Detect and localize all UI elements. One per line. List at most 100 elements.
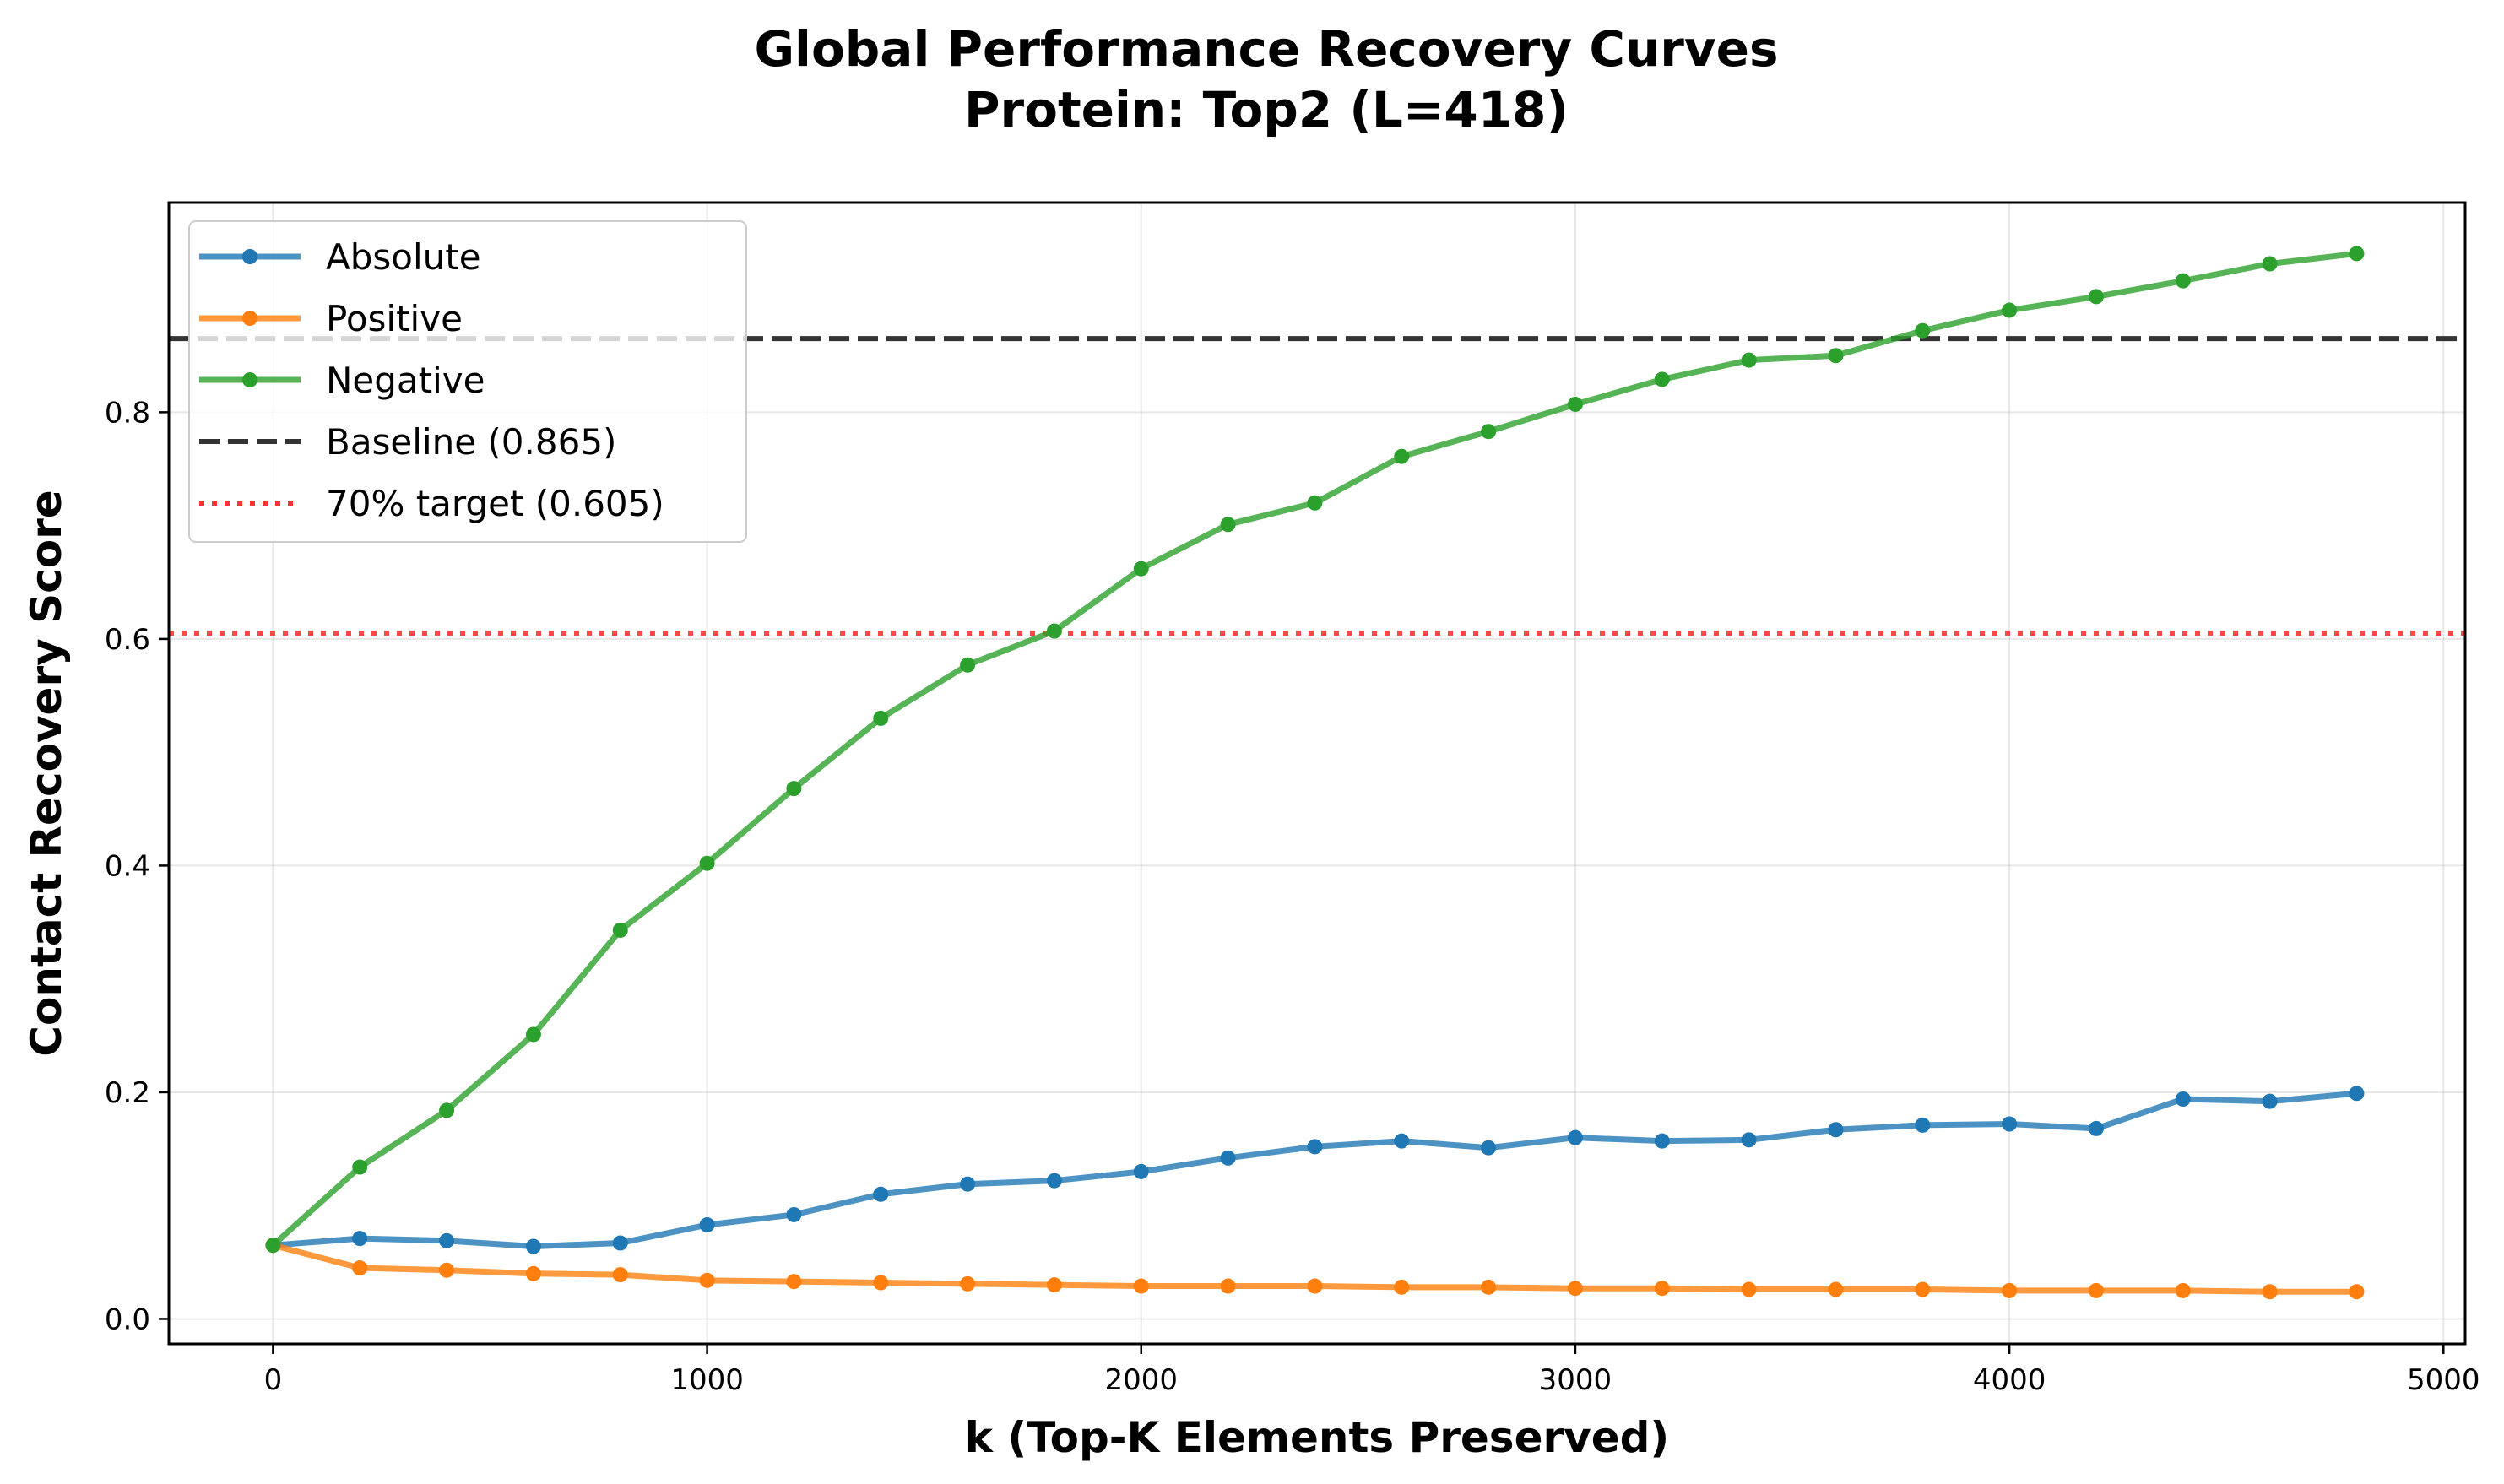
data-point: [2002, 1282, 2018, 1298]
data-point: [439, 1262, 455, 1278]
data-point: [1481, 424, 1497, 440]
data-point: [2175, 1282, 2191, 1298]
data-point: [960, 657, 976, 673]
y-tick-label: 0.4: [105, 849, 150, 883]
data-point: [2349, 1284, 2365, 1300]
legend-marker: [242, 311, 257, 326]
data-point: [873, 710, 889, 726]
legend-label: Absolute: [326, 236, 481, 278]
x-tick-label: 5000: [2407, 1363, 2480, 1397]
x-tick-label: 2000: [1104, 1363, 1178, 1397]
data-point: [525, 1026, 541, 1043]
x-tick-label: 0: [264, 1363, 283, 1397]
data-point: [2002, 1116, 2018, 1132]
data-point: [2349, 246, 2365, 262]
data-point: [699, 1272, 715, 1288]
y-axis-ticks: 0.0 0.2 0.4 0.6 0.8: [105, 396, 169, 1336]
data-point: [2175, 273, 2191, 289]
data-point: [1567, 396, 1583, 412]
data-point: [2262, 256, 2278, 272]
data-point: [1046, 623, 1062, 639]
data-point: [1654, 1133, 1670, 1149]
x-tick-label: 1000: [670, 1363, 744, 1397]
data-point: [1567, 1281, 1583, 1297]
x-tick-label: 4000: [1973, 1363, 2046, 1397]
data-point: [612, 1267, 628, 1283]
data-point: [873, 1186, 889, 1202]
legend-entry: Absolute: [199, 236, 481, 278]
data-point: [960, 1176, 976, 1192]
data-point: [873, 1275, 889, 1291]
data-point: [1133, 561, 1149, 577]
data-point: [1828, 1281, 1844, 1297]
data-point: [1046, 1173, 1062, 1189]
data-point: [1307, 1139, 1323, 1155]
data-point: [786, 1206, 802, 1222]
legend-entry: Baseline (0.865): [199, 421, 616, 463]
data-point: [1481, 1140, 1497, 1156]
data-point: [1220, 517, 1236, 533]
data-point: [2002, 302, 2018, 318]
x-axis-label: k (Top-K Elements Preserved): [965, 1413, 1670, 1462]
legend-marker: [242, 372, 257, 387]
data-point: [1915, 1281, 1931, 1297]
data-point: [1741, 352, 1757, 368]
data-point: [1220, 1278, 1236, 1294]
legend-marker: [242, 249, 257, 264]
legend-box: [188, 220, 747, 543]
data-point: [2262, 1093, 2278, 1109]
data-point: [1741, 1281, 1757, 1297]
data-series: [265, 246, 2365, 1300]
chart-subtitle: Protein: Top2 (L=418): [964, 81, 1569, 138]
data-point: [1567, 1129, 1583, 1145]
data-point: [1828, 1122, 1844, 1138]
legend-entry: Positive: [199, 298, 463, 339]
data-point: [1133, 1278, 1149, 1294]
y-tick-label: 0.6: [105, 623, 150, 657]
data-point: [612, 922, 628, 938]
legend-entry: Negative: [199, 360, 485, 401]
data-point: [699, 855, 715, 871]
data-point: [612, 1235, 628, 1251]
data-point: [352, 1159, 368, 1175]
chart-title: Global Performance Recovery Curves: [754, 20, 1778, 78]
legend-entry: 70% target (0.605): [199, 483, 664, 524]
data-point: [1654, 1281, 1670, 1297]
series-positive: [265, 1238, 2365, 1300]
plot-area-frame: [167, 201, 2467, 1346]
legend: Absolute Positive Negative Baseline (0.865)…: [188, 220, 747, 543]
x-tick-label: 3000: [1539, 1363, 1612, 1397]
data-point: [1307, 1278, 1323, 1294]
data-point: [1394, 1279, 1410, 1295]
data-point: [1828, 348, 1844, 364]
data-point: [2088, 1120, 2104, 1136]
data-point: [1046, 1277, 1062, 1293]
data-point: [265, 1238, 281, 1254]
y-tick-label: 0.8: [105, 396, 150, 430]
legend-label: Baseline (0.865): [326, 421, 616, 463]
data-point: [439, 1232, 455, 1248]
data-point: [1133, 1163, 1149, 1179]
data-point: [2088, 1282, 2104, 1298]
data-point: [1654, 371, 1670, 387]
data-point: [525, 1265, 541, 1281]
data-point: [1394, 448, 1410, 464]
data-point: [1394, 1133, 1410, 1149]
y-tick-label: 0.0: [105, 1303, 150, 1336]
x-axis-ticks: 0 1000 2000 3000 4000 5000: [264, 1344, 2480, 1397]
data-point: [2349, 1086, 2365, 1102]
series-negative: [265, 246, 2365, 1254]
data-point: [786, 1274, 802, 1290]
data-point: [2088, 289, 2104, 305]
data-point: [1741, 1132, 1757, 1148]
data-point: [1915, 322, 1931, 339]
legend-label: Negative: [326, 360, 485, 401]
data-point: [439, 1102, 455, 1118]
data-point: [786, 781, 802, 797]
legend-label: Positive: [326, 298, 463, 339]
data-point: [960, 1275, 976, 1292]
legend-label: 70% target (0.605): [326, 483, 664, 524]
data-point: [352, 1231, 368, 1247]
data-point: [525, 1238, 541, 1254]
series-absolute: [265, 1086, 2365, 1254]
